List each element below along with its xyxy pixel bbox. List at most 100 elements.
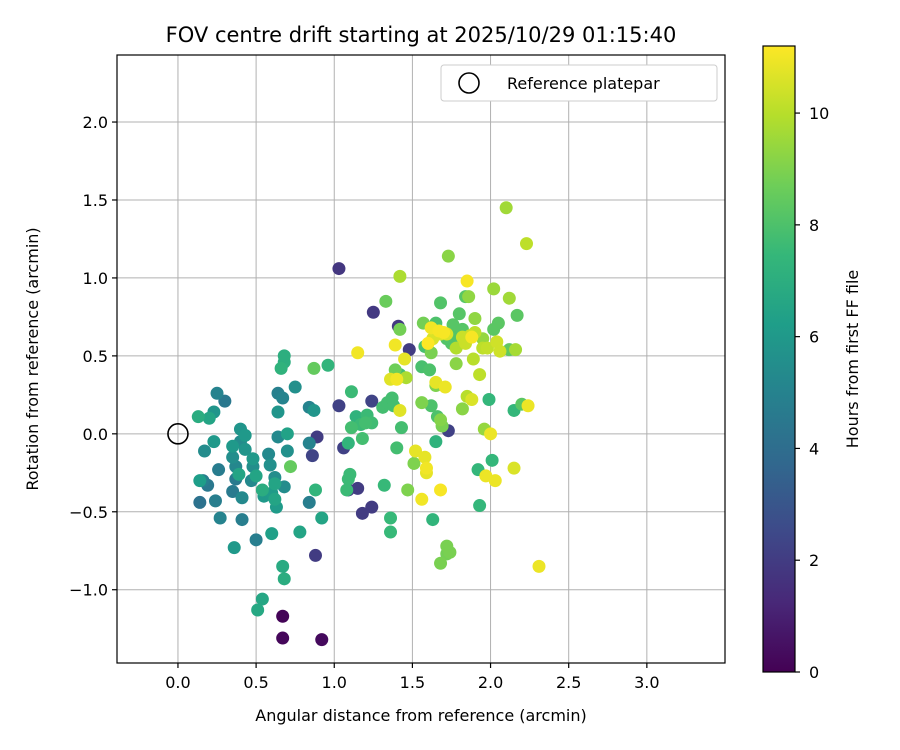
data-point [510, 308, 524, 322]
legend: Reference platepar [440, 64, 718, 102]
y-tick-label: 0.5 [83, 347, 108, 366]
colorbar-tick-label: 10 [809, 104, 829, 123]
data-point [488, 474, 502, 488]
colorbar-tick-label: 8 [809, 216, 819, 235]
data-point [359, 416, 373, 430]
data-point [305, 449, 319, 463]
data-point [340, 483, 354, 497]
x-tick-label: 3.0 [634, 673, 659, 692]
y-axis: −1.0 −0.5 0.0 0.5 1.0 1.5 2.0 [69, 113, 117, 600]
data-point [393, 269, 407, 283]
data-point [255, 483, 269, 497]
data-point [276, 609, 290, 623]
data-point [277, 572, 291, 586]
legend-box [440, 64, 718, 102]
data-point [351, 346, 365, 360]
data-point [302, 436, 316, 450]
data-point [384, 511, 398, 525]
y-tick-label: 0.0 [83, 425, 108, 444]
colorbar-ticks: 0 2 4 6 8 10 [795, 104, 829, 682]
data-point [480, 341, 494, 355]
data-point [434, 296, 448, 310]
data-point [377, 478, 391, 492]
data-point [265, 527, 279, 541]
data-point [263, 458, 277, 472]
x-tick-label: 0.5 [243, 673, 268, 692]
data-point [443, 545, 457, 559]
x-tick-label: 1.5 [400, 673, 425, 692]
data-point [235, 513, 249, 527]
data-point [460, 274, 474, 288]
data-point [388, 338, 402, 352]
data-point [193, 474, 207, 488]
data-point [365, 500, 379, 514]
data-point [409, 444, 423, 458]
data-point [315, 511, 329, 525]
data-point [485, 453, 499, 467]
data-point [462, 290, 476, 304]
data-point [288, 380, 302, 394]
data-point [487, 282, 501, 296]
data-point [434, 483, 448, 497]
reference-point-marker [167, 423, 189, 445]
data-point [193, 495, 207, 509]
data-point [198, 444, 212, 458]
y-tick-label: 1.0 [83, 269, 108, 288]
data-point [355, 506, 369, 520]
data-point [251, 603, 265, 617]
data-point [232, 467, 246, 481]
data-point [532, 559, 546, 573]
data-point [401, 483, 415, 497]
colorbar-tick-label: 0 [809, 663, 819, 682]
data-point [465, 330, 479, 344]
y-axis-label: Rotation from reference (arcmin) [23, 227, 42, 490]
data-point [268, 492, 282, 506]
data-point [521, 399, 535, 413]
data-point [421, 336, 435, 350]
data-point [429, 435, 443, 449]
data-point [384, 525, 398, 539]
data-point [202, 411, 216, 425]
data-point [226, 439, 240, 453]
data-point [473, 499, 487, 513]
data-point [438, 380, 452, 394]
colorbar: 0 2 4 6 8 10 Hours from first FF file [762, 45, 862, 682]
x-tick-label: 1.0 [322, 673, 347, 692]
data-point [385, 391, 399, 405]
data-point [366, 305, 380, 319]
colorbar-label: Hours from first FF file [843, 270, 862, 449]
data-point [213, 511, 227, 525]
data-point [415, 492, 429, 506]
data-point [390, 441, 404, 455]
data-point [321, 358, 335, 372]
data-point [308, 483, 322, 497]
grid-lines [117, 55, 725, 663]
data-point [419, 461, 433, 475]
data-point [246, 452, 260, 466]
data-point [343, 467, 357, 481]
data-point [452, 307, 466, 321]
data-point [191, 410, 205, 424]
data-point [344, 421, 358, 435]
plot-frame [116, 54, 726, 664]
data-point [283, 460, 297, 474]
data-point [226, 485, 240, 499]
data-point [393, 322, 407, 336]
data-point [455, 402, 469, 416]
colorbar-tick-label: 2 [809, 551, 819, 570]
data-point [434, 556, 448, 570]
data-point [268, 477, 282, 491]
data-point [227, 541, 241, 555]
data-point [307, 403, 321, 417]
data-point [207, 435, 221, 449]
data-point [235, 491, 249, 505]
data-point [466, 352, 480, 366]
data-point [507, 461, 521, 475]
x-tick-label: 2.0 [478, 673, 503, 692]
data-point [441, 249, 455, 263]
data-point [407, 456, 421, 470]
data-point [434, 413, 448, 427]
data-point [249, 469, 263, 483]
data-point [418, 450, 432, 464]
y-tick-label: 1.5 [83, 191, 108, 210]
